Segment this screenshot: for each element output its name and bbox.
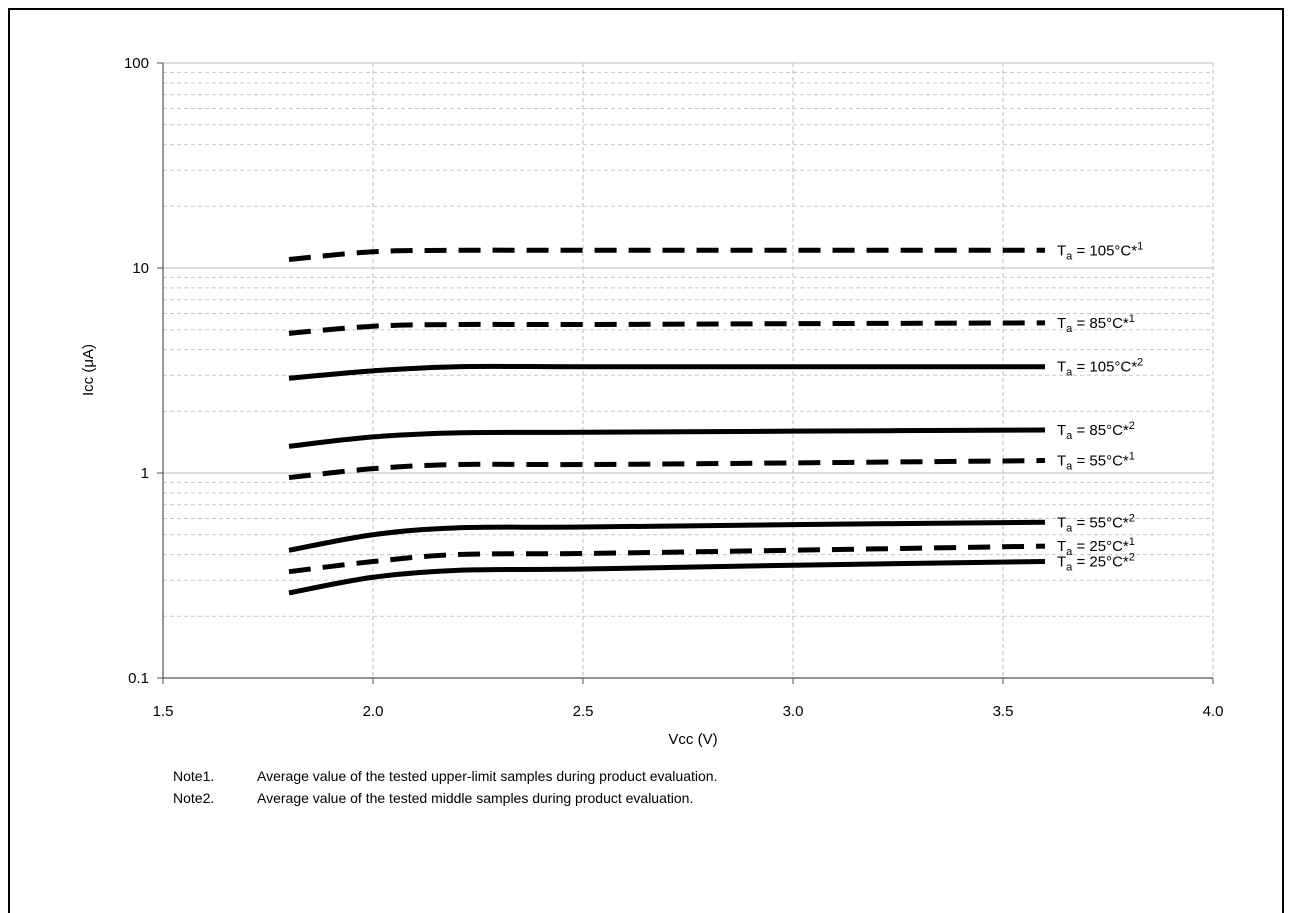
icc-vcc-chart: 1.5 2.0 2.5 3.0 3.5 4.0 0.1 1 10 100 Ta = 105°C*1… [80, 55, 1223, 748]
y-tick-label: 0.1 [128, 670, 149, 687]
note-2: Note2. Average value of the tested middl… [173, 787, 717, 809]
series-label-8: Ta = 25°C*2 [1057, 552, 1135, 574]
x-tick-label: 4.0 [1203, 703, 1224, 720]
x-tick-label: 1.5 [153, 703, 174, 720]
x-tick-label: 2.5 [573, 703, 594, 720]
series-label-3: Ta = 105°C*2 [1057, 357, 1143, 379]
notes: Note1. Average value of the tested upper… [173, 765, 717, 809]
x-tick-label: 2.0 [363, 703, 384, 720]
series-label-5: Ta = 55°C*1 [1057, 451, 1135, 473]
figure-frame [8, 8, 1284, 913]
note-1: Note1. Average value of the tested upper… [173, 765, 717, 787]
series-line-1 [288, 247, 1045, 263]
series-line-5 [288, 458, 1046, 481]
note-1-text: Average value of the tested upper-limit … [257, 768, 718, 784]
series-label-7: Ta = 25°C*1 [1057, 536, 1135, 558]
y-tick-label: 10 [132, 260, 149, 277]
series-line-3 [288, 363, 1045, 381]
x-tick-label: 3.5 [993, 703, 1014, 720]
series-label-4: Ta = 85°C*2 [1057, 420, 1135, 442]
series-label-6: Ta = 55°C*2 [1057, 512, 1135, 534]
series-line-4 [288, 427, 1046, 449]
axes [157, 62, 1214, 684]
series-line-7 [288, 543, 1046, 575]
series-label-1: Ta = 105°C*1 [1057, 240, 1143, 262]
tick-labels: 1.5 2.0 2.5 3.0 3.5 4.0 0.1 1 10 100 [124, 55, 1223, 720]
y-tick-label: 100 [124, 55, 149, 72]
series-line-8 [288, 559, 1046, 596]
series-lines [288, 247, 1046, 596]
series-label-2: Ta = 85°C*1 [1057, 313, 1135, 335]
y-tick-label: 1 [141, 465, 149, 482]
series-labels: Ta = 105°C*1 Ta = 85°C*1 Ta = 105°C*2 Ta = … [1057, 240, 1143, 573]
note-2-text: Average value of the tested middle sampl… [257, 790, 694, 806]
x-axis-label: Vcc (V) [668, 731, 717, 748]
series-line-2 [288, 320, 1046, 336]
x-tick-label: 3.0 [783, 703, 804, 720]
note-1-id: Note1. [173, 768, 215, 784]
series-line-6 [288, 519, 1046, 553]
y-axis-label: Icc (μA) [80, 344, 97, 396]
note-2-id: Note2. [173, 790, 215, 806]
